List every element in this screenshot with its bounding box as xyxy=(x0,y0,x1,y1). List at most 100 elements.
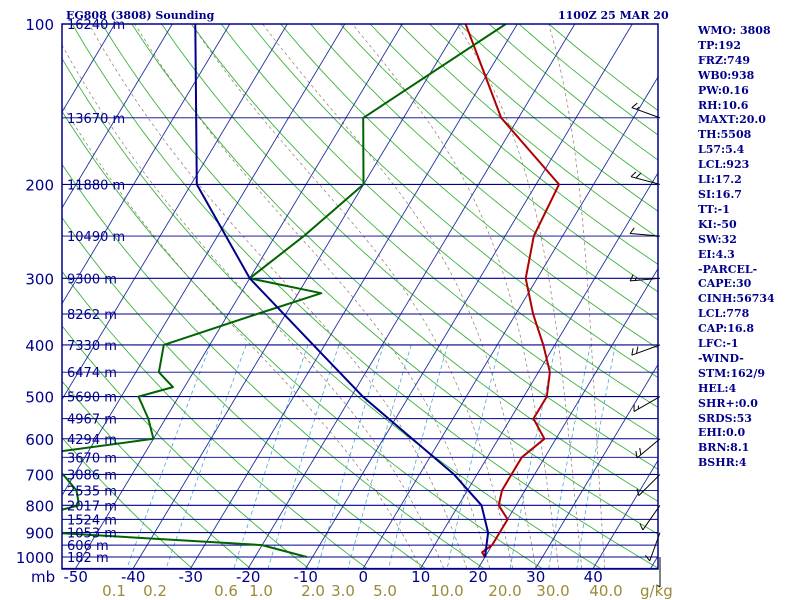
index-item: WMO: 3808 xyxy=(698,24,771,37)
wind-barb-flag xyxy=(636,106,640,110)
dry-adiabat-line xyxy=(280,24,658,349)
dry-adiabat-line xyxy=(62,380,251,569)
mixing-ratio-line xyxy=(388,344,448,569)
index-item: FRZ:749 xyxy=(698,53,751,67)
moist-adiabat-line xyxy=(262,24,537,569)
isotherm-line xyxy=(535,363,658,569)
moist-adiabat-line xyxy=(548,24,606,569)
index-item: HEL:4 xyxy=(698,381,737,395)
wind-barb-flag xyxy=(630,171,637,178)
isotherm-line xyxy=(190,24,518,569)
mixing-ratio-label: 30.0 xyxy=(536,582,569,600)
pressure-tick-label: 100 xyxy=(25,16,54,34)
index-item: LFC:-1 xyxy=(698,337,739,351)
index-item: BSHR:4 xyxy=(698,456,747,470)
index-item: SRDS:53 xyxy=(698,411,752,425)
wind-barb-flag xyxy=(635,451,638,459)
plot-frame xyxy=(61,23,659,570)
wind-barb xyxy=(644,532,661,562)
dry-adiabat-line xyxy=(191,24,658,439)
height-level-label: 1053 m xyxy=(67,527,117,542)
mixing-ratio-label: 0.1 xyxy=(102,582,126,600)
height-level-label: 4967 m xyxy=(67,413,117,428)
dry-adiabat-line xyxy=(62,57,601,569)
index-item: LI:17.2 xyxy=(698,173,742,187)
index-item: CINH:56734 xyxy=(698,292,775,306)
isotherm-line xyxy=(592,459,658,569)
wind-barb-flag xyxy=(635,172,642,179)
height-level-label: 3670 m xyxy=(67,451,117,466)
pressure-tick-label: 1000 xyxy=(16,549,54,567)
mixing-ratio-line xyxy=(165,344,247,569)
height-level-label: 606 m xyxy=(67,539,109,554)
height-level-label: 5690 m xyxy=(67,391,117,406)
dry-adiabat-line xyxy=(369,24,658,265)
temperature-tick-label: 10 xyxy=(411,568,430,586)
wind-barb-flag xyxy=(629,227,635,234)
index-item: SW:32 xyxy=(698,232,737,246)
mixing-ratio-label: 40.0 xyxy=(589,582,622,600)
height-level-label: 8262 m xyxy=(67,308,117,323)
mixing-ratio-label: 10.0 xyxy=(430,582,463,600)
wind-barb xyxy=(636,474,661,497)
wind-barb-staff xyxy=(630,232,661,237)
mixing-ratio-label: 5.0 xyxy=(373,582,397,600)
pressure-tick-label: 800 xyxy=(25,497,54,515)
chart-title: EG808 (3808) Sounding xyxy=(66,9,215,22)
wind-barb xyxy=(631,344,661,356)
pressure-tick-label: 700 xyxy=(25,466,54,484)
wind-barb xyxy=(630,171,661,185)
index-item: MAXT:20.0 xyxy=(698,113,766,127)
wind-barb-flag xyxy=(631,348,634,356)
height-level-label: 11880 m xyxy=(67,178,125,193)
wind-barb-flag xyxy=(634,277,638,281)
index-item: L57:5.4 xyxy=(698,143,745,157)
mixing-ratio-unit: g/kg xyxy=(640,582,673,600)
dry-adiabat-line xyxy=(339,24,658,293)
dry-adiabat-line xyxy=(62,325,309,569)
index-item: -PARCEL- xyxy=(698,262,758,276)
isotherm-line xyxy=(62,24,346,497)
index-item: SHR+:0.0 xyxy=(698,396,758,410)
temperature-tick-label: -20 xyxy=(236,568,261,586)
wind-barb-flag xyxy=(629,274,634,282)
pressure-tick-label: 200 xyxy=(25,176,54,194)
wind-barb-flag xyxy=(644,555,651,562)
pressure-tick-label: 400 xyxy=(25,337,54,355)
isotherm-line xyxy=(477,267,658,569)
index-item: RH:10.6 xyxy=(698,98,749,112)
isotherm-line xyxy=(132,24,461,569)
isotherm-line xyxy=(362,76,658,569)
index-item: CAP:16.8 xyxy=(698,322,755,336)
index-item: EHI:0.0 xyxy=(698,426,746,440)
wind-barb xyxy=(629,274,661,282)
dry-adiabat-line xyxy=(62,437,193,569)
mixing-ratio-label: 1.0 xyxy=(249,582,273,600)
index-item: PW:0.16 xyxy=(698,83,749,97)
index-item: BRN:8.1 xyxy=(698,441,750,455)
dry-adiabat-line xyxy=(220,24,658,408)
pressure-tick-label: 900 xyxy=(25,525,54,543)
dry-adiabat-line xyxy=(161,24,658,470)
temperature-tick-label: -30 xyxy=(178,568,203,586)
temperature-tick-label: 20 xyxy=(469,568,488,586)
indices-panel: WMO: 3808 TP:192 FRZ:749 WB0:938 PW:0.16 RH:1… xyxy=(698,24,775,471)
sounding-profiles xyxy=(62,24,560,558)
wind-barb xyxy=(635,438,661,459)
height-level-label: 3086 m xyxy=(67,468,117,483)
wind-barb-flag xyxy=(631,102,638,108)
temperature-tick-label: 30 xyxy=(526,568,545,586)
mixing-ratio-label: 0.2 xyxy=(143,582,167,600)
pressure-tick-label: 600 xyxy=(25,431,54,449)
wind-barb-flag xyxy=(639,447,642,455)
wind-barb-staff xyxy=(642,505,661,531)
isotherm-line xyxy=(62,24,231,305)
temperature-tick-label: -50 xyxy=(63,568,88,586)
height-level-label: 2017 m xyxy=(67,499,117,514)
height-level-label: 13670 m xyxy=(67,112,125,127)
dry-adiabat-line xyxy=(310,24,658,321)
isotherm-line xyxy=(247,24,576,569)
wind-barb xyxy=(631,102,661,119)
